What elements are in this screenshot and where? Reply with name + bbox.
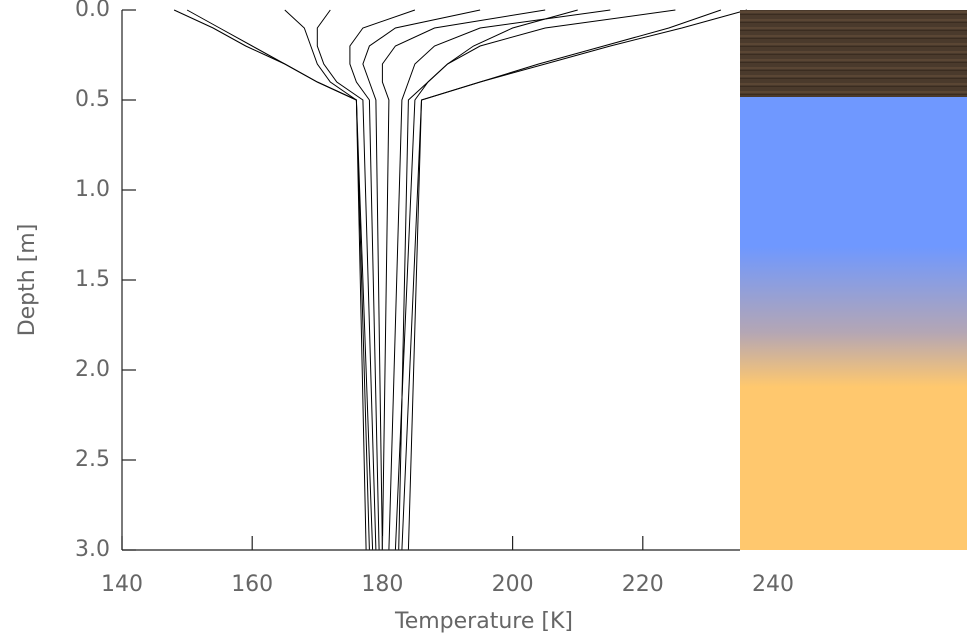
- profile-line: [395, 10, 675, 550]
- y-tick-label: 0.0: [75, 0, 110, 22]
- profiles: [174, 10, 747, 550]
- chart: Temperature [K] Depth [m] 0.0 0.5 1.0 1.5 2.…: [0, 0, 967, 641]
- profile-line: [174, 10, 369, 550]
- y-tick-label: 1.0: [75, 177, 110, 202]
- subsurface-layers: [740, 97, 967, 550]
- profile-line: [408, 10, 721, 550]
- y-tick-label: 1.5: [75, 267, 110, 292]
- profile-line: [399, 10, 578, 550]
- profile-line: [389, 10, 610, 550]
- profile-line: [285, 10, 373, 550]
- y-axis-title: Depth [m]: [15, 224, 40, 337]
- x-tick-label: 140: [101, 572, 143, 597]
- y-tick-label: 0.5: [75, 87, 110, 112]
- x-tick-label: 160: [231, 572, 273, 597]
- x-tick-label: 240: [752, 572, 794, 597]
- profile-line: [402, 10, 747, 550]
- y-tick-label: 2.5: [75, 447, 110, 472]
- profile-line: [187, 10, 366, 550]
- regolith-layer: [740, 10, 967, 97]
- x-tick-label: 220: [622, 572, 664, 597]
- y-tick-label: 3.0: [75, 537, 110, 562]
- x-axis-title: Temperature [K]: [394, 609, 573, 634]
- x-tick-label: 180: [361, 572, 403, 597]
- y-tick-label: 2.0: [75, 357, 110, 382]
- x-tick-label: 200: [492, 572, 534, 597]
